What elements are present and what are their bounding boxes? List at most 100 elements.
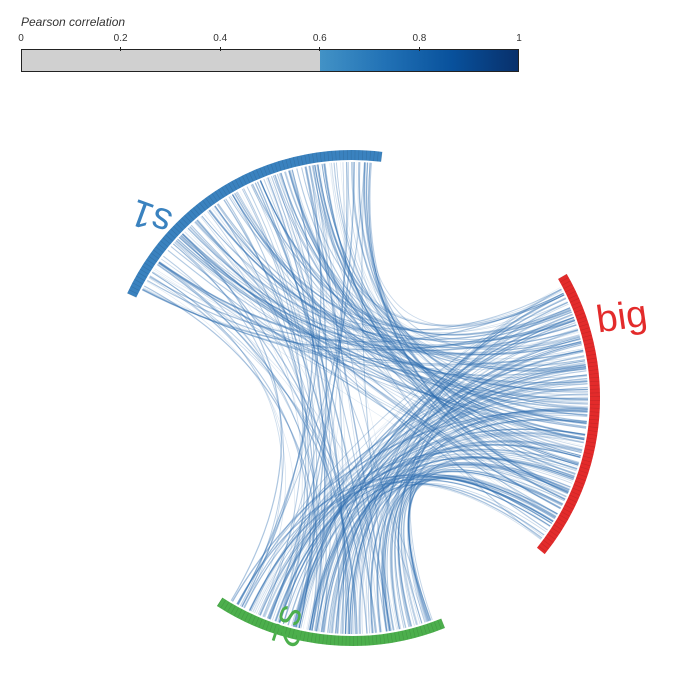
segment-tick [214,191,221,200]
correlation-link [274,174,579,466]
correlation-link [278,162,348,623]
correlation-link [214,205,315,629]
segment-tick [586,437,597,440]
legend-tick-label: 1 [516,33,522,44]
segment-tick [184,214,192,223]
legend-tick-label: 0.8 [412,33,427,44]
correlation-link [315,294,565,632]
correlation-link [258,162,349,616]
correlation-link [251,183,571,336]
correlation-link [158,262,328,633]
correlation-link [302,162,361,629]
segment-tick [330,635,332,646]
correlation-link [295,380,588,628]
correlation-link [312,165,423,624]
correlation-link [358,162,587,424]
correlation-link [276,173,586,370]
correlation-link [361,162,395,631]
segment-tick [234,179,241,189]
correlation-link [277,288,562,623]
segment-tick [252,170,257,181]
correlation-link [235,192,588,408]
correlation-link [259,356,585,616]
correlation-link [187,227,588,384]
correlation-link [313,307,571,632]
correlation-link [170,246,586,436]
segment-tick [277,161,282,171]
segment-tick [254,616,260,627]
segment-tick [134,279,144,285]
segment-tick [578,470,589,474]
correlation-link [358,292,564,634]
correlation-link [384,472,562,631]
segment-tick [280,625,284,636]
segment-tick [570,491,581,496]
segment-tick [588,369,599,371]
correlation-link [228,196,565,331]
correlation-link [207,211,340,634]
segment-tick [574,480,585,485]
correlation-link [382,383,588,632]
correlation-link [156,264,358,634]
correlation-link [241,169,314,608]
segment-tick [262,619,267,630]
correlation-link [175,239,588,410]
segment-tick [248,172,254,182]
correlation-link [351,337,581,635]
correlation-link [266,478,551,619]
segment-tick [576,477,586,482]
segment-tick [588,422,599,425]
correlation-link [274,478,551,622]
correlation-link [322,464,569,633]
segment-tick [567,497,578,503]
segment-tick [380,151,383,162]
correlation-link [208,210,583,360]
correlation-link [157,263,426,623]
segment-tick [331,150,333,161]
correlation-link [279,173,586,367]
segment-tick [581,459,592,463]
correlation-link [208,209,582,356]
correlation-link [340,162,585,363]
correlation-link [376,435,584,633]
segment-tick [589,411,600,413]
correlation-link [391,327,578,629]
correlation-link [324,163,566,501]
correlation-link [172,243,574,346]
correlation-link [316,164,587,373]
segment-tick [323,151,326,162]
correlation-link [309,165,563,326]
segment-tick [304,154,307,165]
correlation-link [178,236,580,354]
correlation-link [317,164,349,634]
segment-tick [292,156,296,167]
correlation-link [315,349,584,632]
segment-tick [160,240,169,248]
correlation-link [186,229,317,630]
correlation-link [309,165,381,633]
correlation-link [200,216,303,623]
segment-tick [579,466,590,470]
correlation-link [147,280,584,365]
correlation-link [289,170,576,474]
correlation-link [254,182,377,633]
correlation-link [223,199,350,634]
segment-tick [295,629,299,640]
segment-tick [139,268,149,275]
segment-tick [224,184,231,194]
correlation-link [180,234,588,405]
correlation-link [307,431,585,630]
segment-tick [273,623,277,634]
correlation-link [178,236,581,356]
legend-color-bar [21,49,519,72]
correlation-link [295,166,328,628]
correlation-link [335,381,588,634]
segment-tick [187,212,195,221]
correlation-link [152,271,585,368]
segment-tick [564,504,574,510]
segment-tick [585,441,596,444]
correlation-link [367,289,562,634]
segment-tick [265,621,270,631]
correlation-link [351,161,588,401]
segment-tick [562,507,572,514]
